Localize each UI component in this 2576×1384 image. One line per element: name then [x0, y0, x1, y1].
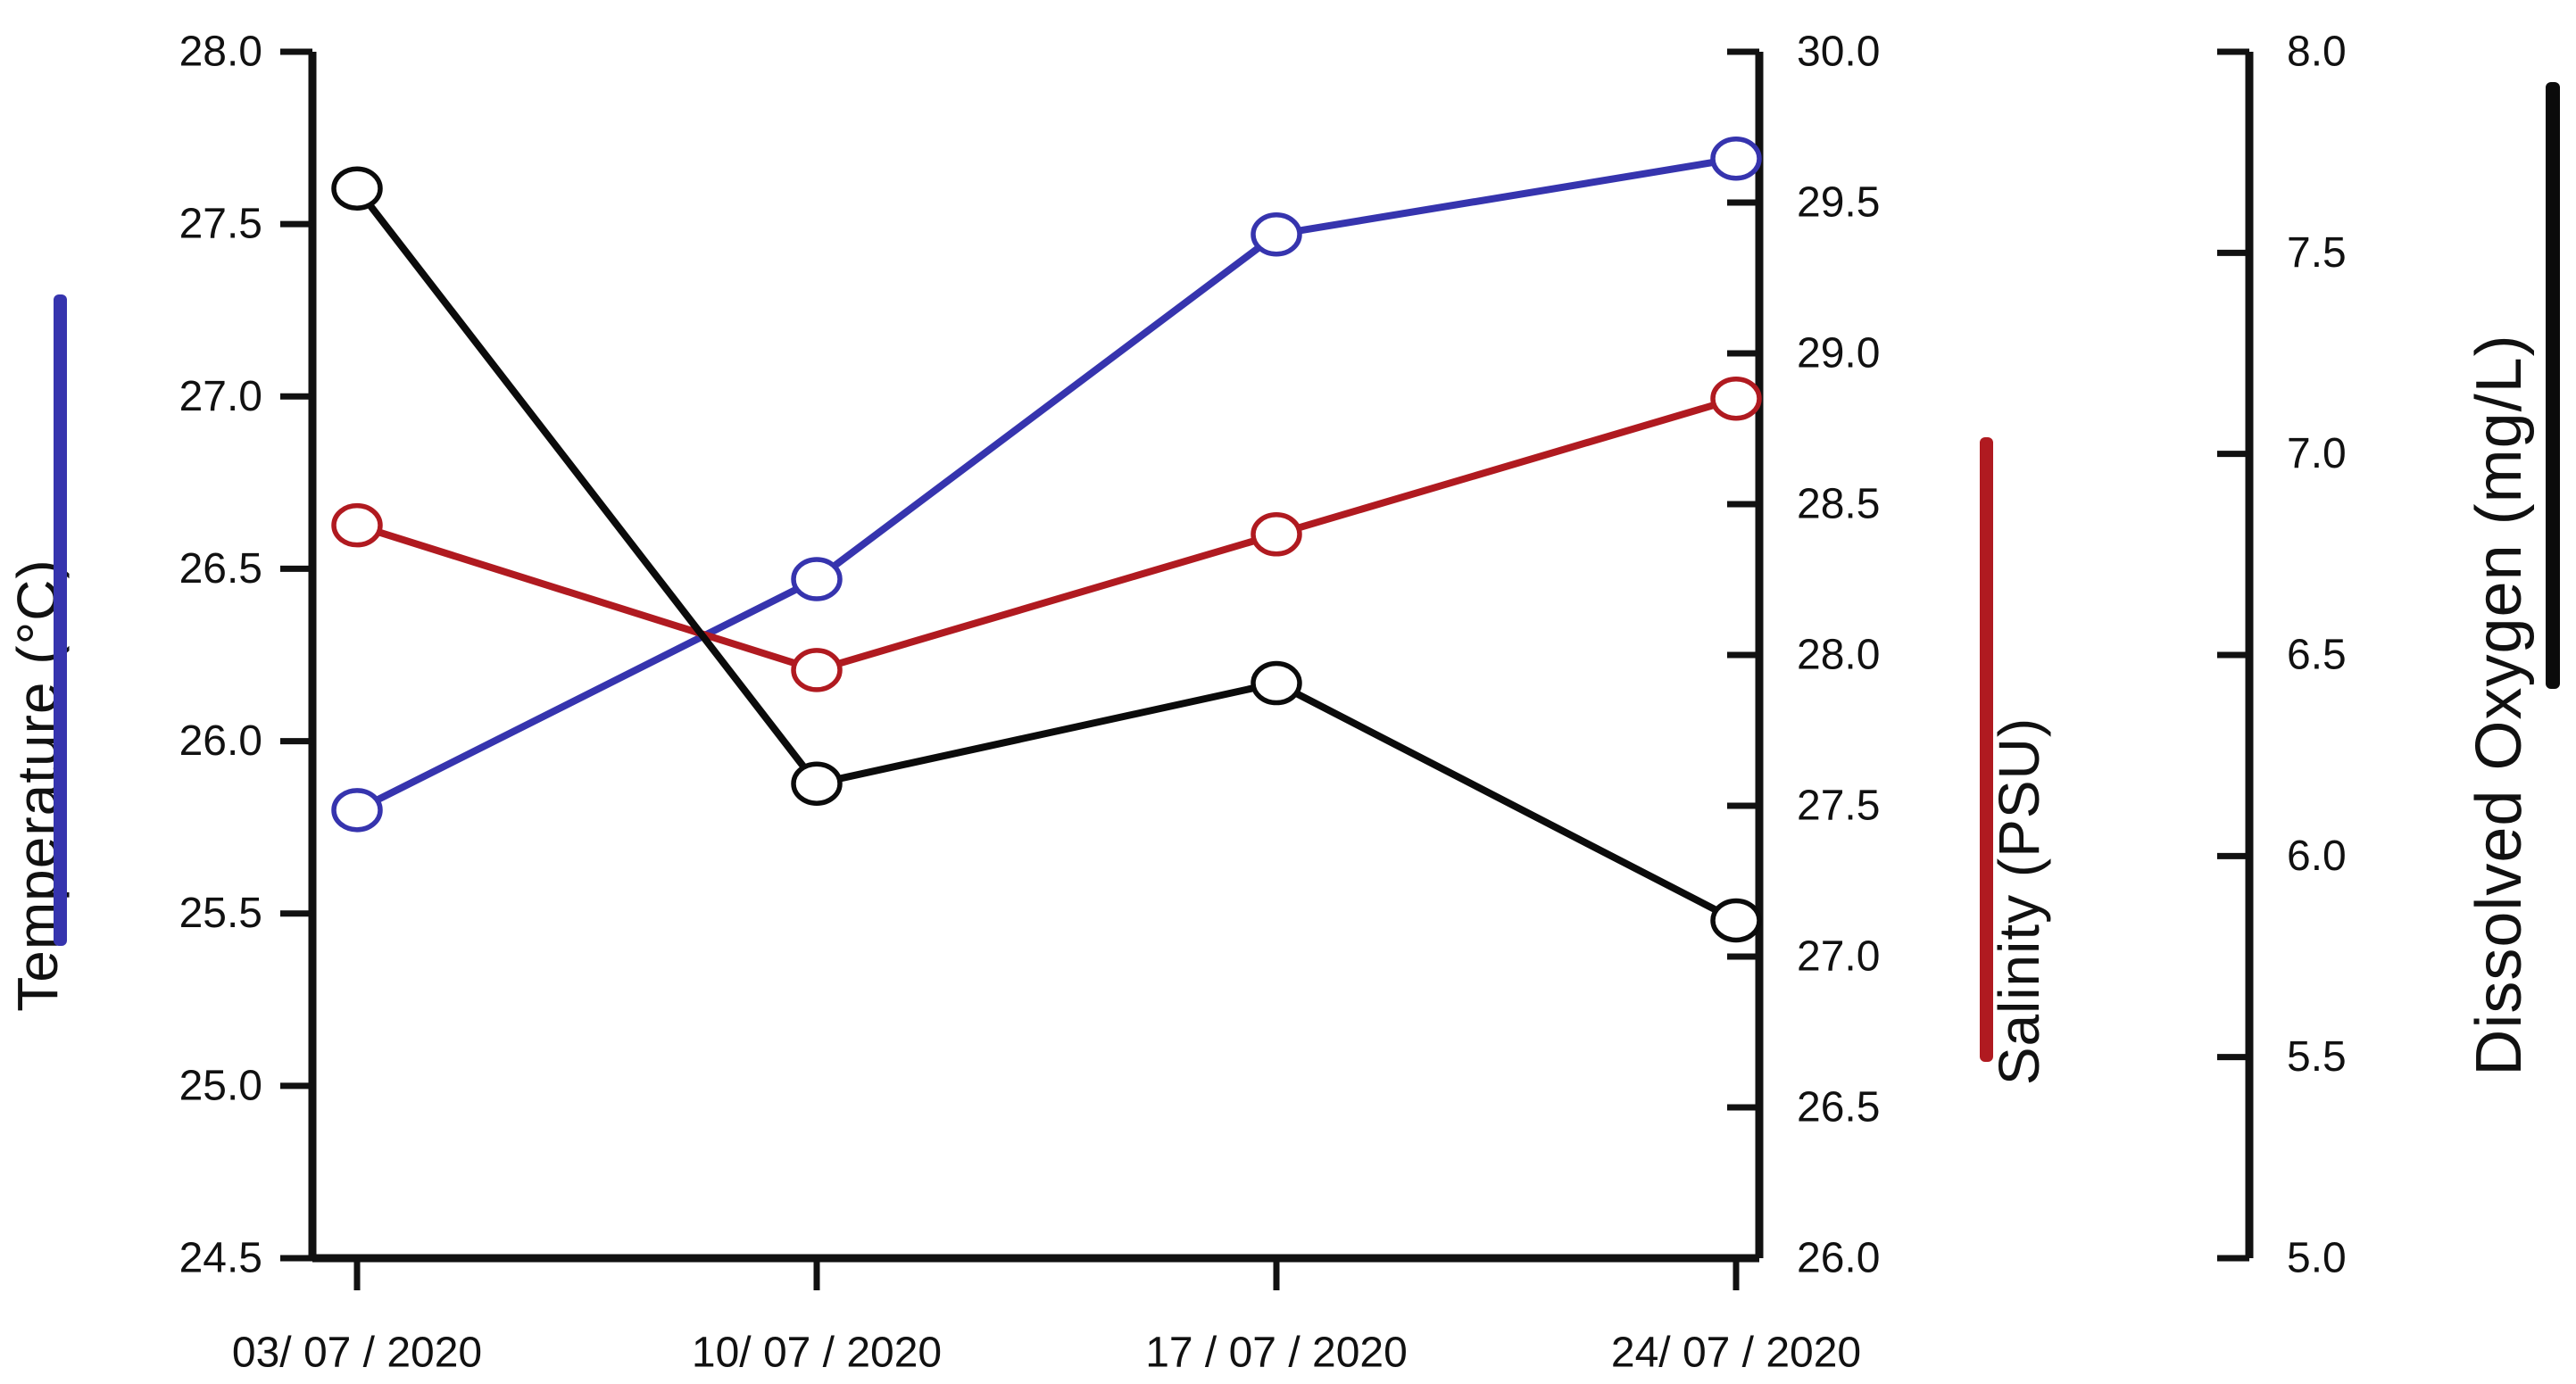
data-point-salinity-2 — [1251, 512, 1302, 557]
dissolved_oxygen-tick-label: 6.0 — [2287, 833, 2347, 880]
salinity-legend-bar — [1980, 437, 1993, 1062]
salinity-tick-label: 30.0 — [1797, 29, 1880, 76]
x-axis-tick-label: 10/ 07 / 2020 — [692, 1330, 942, 1377]
temperature-tick-label: 25.5 — [179, 890, 262, 937]
data-point-dissolved_oxygen-2 — [1251, 660, 1302, 706]
temperature-tick-label: 27.5 — [179, 201, 262, 248]
dissolved_oxygen-tick-label: 5.5 — [2287, 1033, 2347, 1081]
x-axis-tick-label: 17 / 07 / 2020 — [1145, 1330, 1408, 1377]
dissolved_oxygen-tick-label: 7.0 — [2287, 430, 2347, 477]
dissolved_oxygen-tick-label: 8.0 — [2287, 29, 2347, 76]
data-point-salinity-1 — [791, 648, 843, 692]
series-line-dissolved_oxygen — [353, 186, 1738, 924]
salinity-tick-label: 27.0 — [1797, 933, 1880, 981]
x-axis-tick-label: 03/ 07 / 2020 — [232, 1330, 482, 1377]
data-point-temperature-1 — [791, 557, 843, 601]
series-line-salinity — [355, 394, 1738, 674]
dissolved_oxygen-tick-label: 5.0 — [2287, 1235, 2347, 1282]
data-point-salinity-3 — [1710, 376, 1762, 421]
series-line-temperature — [355, 154, 1737, 814]
dissolved-oxygen-legend-bar — [2546, 82, 2560, 689]
salinity-tick-label: 29.5 — [1797, 179, 1880, 227]
temperature-tick-label: 26.0 — [179, 717, 262, 765]
dissolved-oxygen-axis-title: Dissolved Oxygen (mg/L) — [2464, 334, 2535, 1076]
salinity-tick-label: 26.0 — [1797, 1235, 1880, 1282]
data-point-dissolved_oxygen-3 — [1710, 898, 1762, 943]
salinity-tick-label: 27.5 — [1797, 783, 1880, 830]
data-point-dissolved_oxygen-0 — [331, 166, 383, 211]
temperature-tick-label: 26.5 — [179, 545, 262, 593]
data-point-dissolved_oxygen-1 — [791, 761, 843, 806]
salinity-tick-label: 28.5 — [1797, 481, 1880, 528]
temperature-legend-bar — [54, 294, 67, 946]
x-axis-tick-label: 24/ 07 / 2020 — [1611, 1330, 1861, 1377]
data-point-temperature-3 — [1710, 136, 1762, 181]
temperature-tick-label: 28.0 — [179, 29, 262, 76]
dissolved_oxygen-tick-label: 6.5 — [2287, 632, 2347, 679]
temperature-tick-label: 24.5 — [179, 1235, 262, 1282]
data-point-temperature-0 — [331, 788, 383, 833]
data-point-temperature-2 — [1251, 211, 1302, 257]
temperature-tick-label: 27.0 — [179, 373, 262, 420]
temperature-tick-label: 25.0 — [179, 1062, 262, 1109]
salinity-tick-label: 28.0 — [1797, 632, 1880, 679]
data-point-salinity-0 — [331, 502, 383, 548]
salinity-axis-title: Salinity (PSU) — [1987, 717, 2051, 1086]
salinity-tick-label: 29.0 — [1797, 330, 1880, 377]
dissolved_oxygen-tick-label: 7.5 — [2287, 229, 2347, 277]
salinity-tick-label: 26.5 — [1797, 1084, 1880, 1131]
